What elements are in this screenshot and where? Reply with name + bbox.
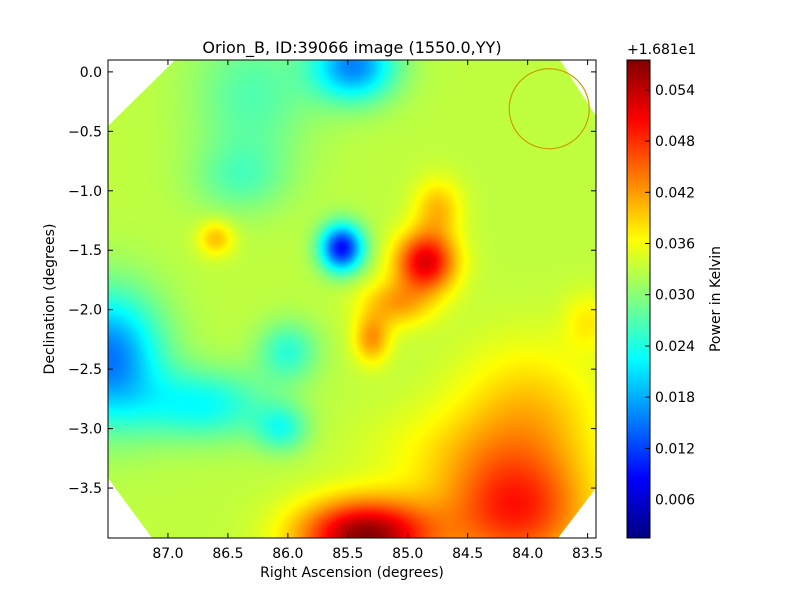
colorbar-tick-label: 0.012 bbox=[655, 441, 695, 457]
x-axis-ticks: 87.0 86.5 86.0 85.5 85.0 84.5 84.0 83.5 bbox=[152, 60, 603, 562]
y-tick-label: −3.5 bbox=[68, 481, 102, 497]
y-tick-label: −0.5 bbox=[68, 124, 102, 140]
x-tick-label: 85.5 bbox=[332, 546, 363, 562]
y-tick-label: −1.5 bbox=[68, 243, 102, 259]
heatmap-image bbox=[108, 60, 596, 538]
x-tick-label: 87.0 bbox=[152, 546, 183, 562]
y-tick-label: −1.0 bbox=[68, 184, 102, 200]
x-tick-label: 85.0 bbox=[392, 546, 423, 562]
colorbar-offset-text: +1.681e1 bbox=[627, 42, 696, 58]
x-tick-label: 84.5 bbox=[452, 546, 483, 562]
y-tick-label: −3.0 bbox=[68, 422, 102, 438]
plot-frame bbox=[107, 59, 597, 539]
chart-title: Orion_B, ID:39066 image (1550.0,YY) bbox=[202, 38, 501, 58]
y-axis-ticks: 0.0 −0.5 −1.0 −1.5 −2.0 −2.5 −3.0 −3.5 bbox=[68, 65, 596, 497]
colorbar: 0.006 0.012 0.018 0.024 0.030 0.036 0.042 0.048… bbox=[626, 42, 724, 539]
colorbar-frame bbox=[626, 59, 651, 539]
x-tick-label: 86.0 bbox=[272, 546, 303, 562]
x-tick-label: 84.0 bbox=[512, 546, 543, 562]
y-axis-label: Declination (degrees) bbox=[42, 224, 58, 375]
y-tick-label: 0.0 bbox=[80, 65, 102, 81]
y-tick-label: −2.5 bbox=[68, 362, 102, 378]
colorbar-gradient bbox=[627, 60, 650, 538]
plot-area: 87.0 86.5 86.0 85.5 85.0 84.5 84.0 83.5 0.0 −0.5… bbox=[68, 59, 603, 562]
colorbar-tick-label: 0.048 bbox=[655, 134, 695, 150]
colorbar-tick-label: 0.018 bbox=[655, 390, 695, 406]
colorbar-tick-label: 0.030 bbox=[655, 288, 695, 304]
colorbar-label: Power in Kelvin bbox=[708, 246, 724, 352]
x-tick-label: 86.5 bbox=[212, 546, 243, 562]
beam-circle bbox=[508, 68, 590, 150]
x-tick-label: 83.5 bbox=[572, 546, 603, 562]
colorbar-ticks: 0.006 0.012 0.018 0.024 0.030 0.036 0.042 0.048… bbox=[645, 83, 695, 509]
x-axis-label: Right Ascension (degrees) bbox=[260, 565, 444, 581]
colorbar-tick-label: 0.024 bbox=[655, 339, 695, 355]
y-tick-label: −2.0 bbox=[68, 303, 102, 319]
colorbar-tick-label: 0.054 bbox=[655, 83, 695, 99]
beam-marker bbox=[508, 68, 590, 150]
colorbar-tick-label: 0.006 bbox=[655, 493, 695, 509]
colorbar-tick-label: 0.036 bbox=[655, 237, 695, 253]
colorbar-tick-label: 0.042 bbox=[655, 185, 695, 201]
